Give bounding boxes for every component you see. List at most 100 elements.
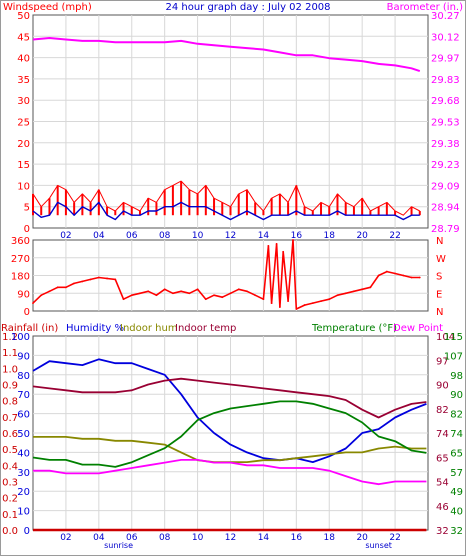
wind-x-tick: 18 — [324, 231, 336, 241]
wind-direction-point — [204, 298, 207, 301]
wind-direction-point — [237, 288, 240, 291]
direction-compass-tick: N — [436, 307, 443, 318]
y-axis-0-tick: 0.2 — [2, 494, 18, 505]
wind-direction-point — [89, 278, 92, 281]
humidity-x-tick: 16 — [291, 533, 303, 543]
y-axis-1-tick: 100 — [11, 332, 30, 343]
indoor-temp-line — [32, 377, 427, 419]
y-axis-2-tick: 90 — [436, 381, 449, 392]
humidity-x-tick: 20 — [356, 533, 368, 543]
direction-compass-tick: E — [436, 289, 442, 300]
windspeed-y-tick: 20 — [17, 139, 30, 150]
barometer-y-tick: 28.94 — [431, 203, 460, 214]
wind-direction-point — [262, 298, 265, 301]
wind-direction-point — [171, 292, 174, 295]
wind-direction-point — [73, 282, 76, 285]
graph-title: 24 hour graph day : July 02 2008 — [165, 2, 330, 13]
y-axis-0-tick: 0.8 — [2, 397, 18, 408]
windspeed-y-tick: 5 — [24, 203, 30, 214]
wind-x-tick: 20 — [356, 231, 368, 241]
wind-direction-point — [369, 286, 372, 289]
wind-x-tick: 16 — [291, 231, 303, 241]
wind-direction-point — [320, 300, 322, 303]
wind-direction-point — [56, 286, 59, 289]
windspeed-header: Windspeed (mph) — [3, 2, 92, 13]
wind-direction-line — [32, 239, 420, 310]
wind-direction-point — [278, 306, 281, 308]
humidity-x-tick: 10 — [192, 533, 204, 543]
y-axis-1-tick: 20 — [17, 487, 30, 498]
barometer-y-tick: 29.68 — [431, 96, 460, 107]
y-axis-2-tick: 46 — [436, 502, 449, 513]
direction-compass-tick: S — [436, 272, 442, 283]
barometer-y-tick: 29.97 — [431, 54, 460, 65]
windspeed-y-tick: 45 — [17, 32, 30, 43]
y-axis-1-tick: 50 — [17, 429, 30, 440]
wind-direction-point — [221, 296, 224, 299]
barometer-line — [32, 37, 421, 73]
wind-direction-point — [328, 298, 331, 301]
wind-direction-point — [246, 290, 248, 293]
y-axis-0-tick: 0.9 — [2, 381, 18, 392]
wind-direction-point — [287, 300, 290, 303]
y-axis-1-tick: 80 — [17, 371, 30, 382]
wind-direction-point — [402, 274, 405, 277]
wind-direction-point — [163, 288, 166, 291]
wind-x-tick: 12 — [225, 231, 236, 241]
humidity-x-tick: 14 — [258, 533, 270, 543]
humidity-x-tick: 04 — [93, 533, 105, 543]
y-axis-0-tick: 1.1 — [2, 348, 18, 359]
barometer-y-tick: 29.53 — [431, 118, 460, 129]
y-axis-3-tick: 90 — [450, 390, 463, 401]
wind-direction-point — [130, 294, 133, 297]
wind-direction-point — [213, 294, 215, 297]
barometer-y-tick: 28.79 — [431, 224, 460, 235]
humidity-x-tick: 22 — [389, 533, 400, 543]
wind-direction-point — [410, 276, 413, 279]
wind-x-tick: 06 — [126, 231, 138, 241]
y-axis-3-tick: 49 — [450, 487, 463, 498]
y-axis-3-tick: 32 — [450, 526, 463, 537]
wind-x-tick: 04 — [93, 231, 105, 241]
legend-temperature: Temperature (°F) — [311, 323, 397, 334]
wind-direction-point — [254, 294, 257, 297]
direction-y-tick: 360 — [11, 236, 30, 247]
windspeed-y-tick: 0 — [24, 224, 30, 235]
y-axis-3-tick: 115 — [444, 332, 463, 343]
y-axis-3-tick: 40 — [450, 507, 463, 518]
wind-direction-point — [65, 286, 67, 289]
barometer-y-tick: 30.27 — [431, 11, 460, 22]
wind-direction-point — [344, 292, 347, 295]
y-axis-1-tick: 60 — [17, 410, 30, 421]
y-axis-0-tick: 0.4 — [2, 461, 18, 472]
wind-direction-point — [275, 243, 278, 245]
wind-x-tick: 02 — [60, 231, 71, 241]
wind-direction-point — [282, 250, 285, 253]
wind-x-tick: 22 — [389, 231, 400, 241]
direction-compass-tick: N — [436, 236, 443, 247]
y-axis-3-tick: 107 — [444, 351, 463, 362]
humidity-sunrise-label: sunrise — [104, 541, 133, 550]
wind-direction-point — [292, 239, 294, 241]
y-axis-2-tick: 74 — [436, 429, 449, 440]
y-axis-0-tick: 0.3 — [2, 478, 18, 489]
windspeed-y-tick: 30 — [17, 96, 30, 107]
barometer-y-tick: 29.83 — [431, 75, 460, 86]
direction-y-tick: 90 — [17, 289, 30, 300]
humidity-x-tick: 08 — [159, 533, 171, 543]
wind-direction-point — [303, 304, 306, 306]
y-axis-3-tick: 98 — [450, 371, 463, 382]
wind-direction-point — [81, 280, 84, 283]
y-axis-0-tick: 1.0 — [2, 364, 18, 375]
legend-dew-point: Dew Point — [393, 323, 443, 334]
windspeed-line — [32, 180, 421, 216]
wind-direction-point — [114, 278, 117, 281]
y-axis-2-tick: 54 — [436, 478, 449, 489]
legend-indoor-temp: Indoor temp — [175, 323, 236, 334]
barometer-y-tick: 29.23 — [431, 160, 460, 171]
wind-direction-point — [229, 292, 232, 295]
wind-direction-point — [418, 276, 421, 279]
y-axis-1-tick: 40 — [17, 448, 30, 459]
y-axis-1-tick: 90 — [17, 351, 30, 362]
